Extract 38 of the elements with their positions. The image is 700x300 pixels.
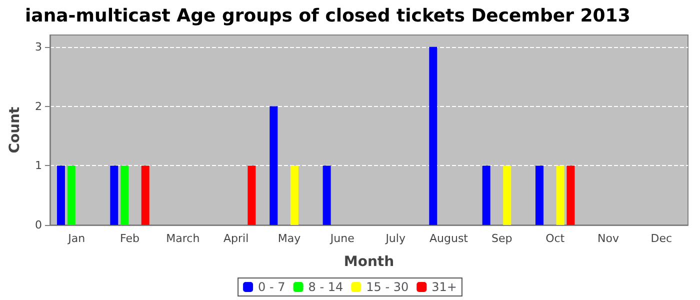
- bar: [67, 166, 76, 225]
- x-tick-label: Dec: [650, 232, 672, 245]
- bar: [141, 166, 150, 225]
- y-tick-label: 0: [35, 218, 42, 232]
- legend-label: 15 - 30: [366, 280, 409, 294]
- bar: [290, 166, 298, 225]
- chart-title: iana-multicast Age groups of closed tickets December 2013: [25, 6, 630, 26]
- y-tick-label: 1: [35, 159, 42, 172]
- bar: [248, 166, 256, 225]
- legend-label: 31+: [432, 280, 457, 294]
- y-tick-label: 3: [35, 40, 42, 54]
- bar: [503, 166, 512, 225]
- x-tick-label: July: [384, 232, 406, 245]
- x-tick-label: May: [278, 232, 302, 245]
- y-axis-title: Count: [7, 106, 23, 154]
- bar: [556, 166, 564, 225]
- x-tick-label: Feb: [120, 232, 140, 245]
- bar: [56, 166, 65, 225]
- x-tick-label: Oct: [546, 232, 566, 245]
- bar: [270, 106, 278, 225]
- x-axis-title: Month: [344, 254, 394, 270]
- y-tick-label: 2: [35, 100, 42, 113]
- bar: [482, 166, 490, 225]
- x-tick-label: March: [166, 232, 200, 245]
- x-tick-label: Nov: [598, 232, 620, 245]
- bar: [535, 166, 544, 225]
- legend-label: 8 - 14: [308, 280, 344, 294]
- legend-label: 0 - 7: [258, 280, 286, 294]
- x-tick-label: Sep: [492, 232, 512, 245]
- bar: [322, 166, 331, 225]
- x-tick-label: June: [329, 232, 355, 245]
- x-tick-label: Jan: [67, 232, 86, 245]
- bar: [429, 46, 438, 225]
- x-tick-label: April: [224, 232, 249, 245]
- x-tick-label: August: [430, 232, 469, 245]
- bar: [120, 166, 129, 225]
- bar: [110, 166, 118, 225]
- bar: [566, 166, 575, 225]
